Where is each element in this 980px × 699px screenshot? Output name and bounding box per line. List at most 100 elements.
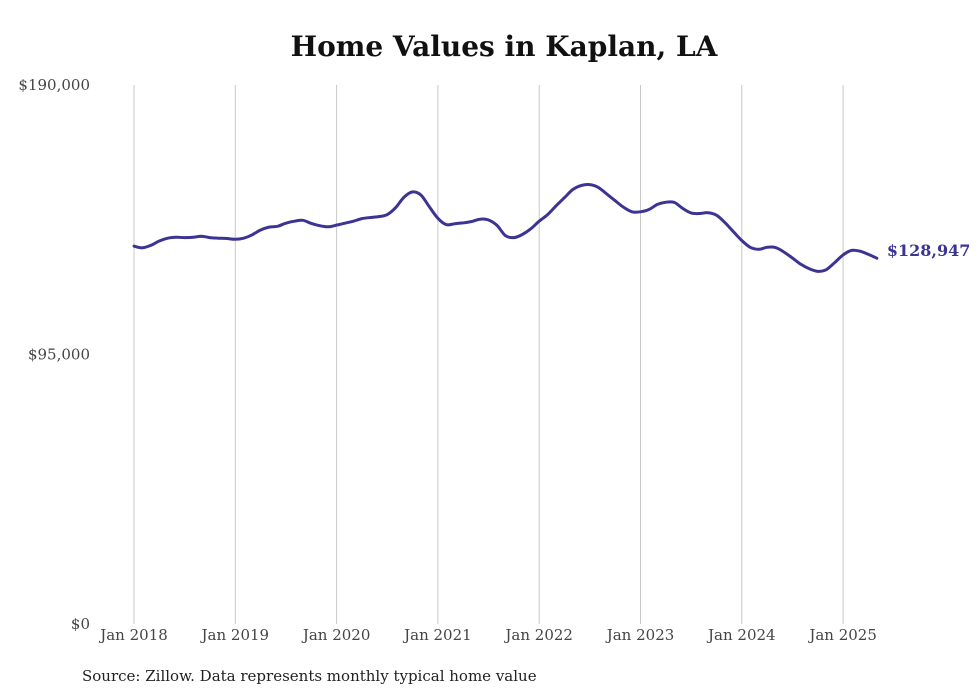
x-tick-label: Jan 2020: [301, 626, 371, 644]
home-value-line: [132, 182, 879, 273]
data-point: [698, 212, 701, 215]
data-point: [327, 225, 330, 228]
data-point: [141, 246, 144, 249]
data-point: [335, 224, 338, 227]
data-point: [563, 196, 566, 199]
x-tick-label: Jan 2023: [605, 626, 675, 644]
y-tick-label: $190,000: [18, 76, 90, 94]
data-point: [462, 221, 465, 224]
y-axis-ticks: $190,000 $95,000 $0: [18, 76, 90, 633]
data-point: [605, 192, 608, 195]
data-point: [301, 219, 304, 222]
data-point: [681, 207, 684, 210]
data-point: [673, 201, 676, 204]
data-point: [310, 222, 313, 225]
x-tick-label: Jan 2024: [706, 626, 776, 644]
data-point: [352, 220, 355, 223]
data-point: [369, 216, 372, 219]
data-point: [470, 220, 473, 223]
data-point: [344, 222, 347, 225]
data-point: [377, 215, 380, 218]
data-point: [656, 203, 659, 206]
chart-title: Home Values in Kaplan, LA: [290, 30, 718, 63]
data-point: [538, 220, 541, 223]
data-point: [766, 246, 769, 249]
x-tick-label: Jan 2019: [200, 626, 270, 644]
data-point: [251, 233, 254, 236]
data-point: [867, 253, 870, 256]
data-point: [487, 219, 490, 222]
data-point: [639, 210, 642, 213]
data-point: [588, 183, 591, 186]
data-point: [749, 246, 752, 249]
data-point: [293, 220, 296, 223]
data-point: [732, 230, 735, 233]
data-point: [386, 213, 389, 216]
data-point: [647, 208, 650, 211]
x-axis-ticks: Jan 2018 Jan 2019 Jan 2020 Jan 2021 Jan 2022…: [98, 626, 877, 644]
data-point: [774, 246, 777, 249]
y-tick-label: $0: [71, 615, 90, 633]
x-tick-label: Jan 2025: [807, 626, 877, 644]
data-point: [268, 226, 271, 229]
data-point: [166, 237, 169, 240]
data-point: [504, 234, 507, 237]
data-point: [631, 210, 634, 213]
data-point: [664, 201, 667, 204]
data-point: [318, 224, 321, 227]
data-point: [276, 225, 279, 228]
data-point: [521, 233, 524, 236]
series-layer: $128,947: [132, 182, 971, 273]
data-point: [799, 263, 802, 266]
data-point: [580, 184, 583, 187]
source-note: Source: Zillow. Data represents monthly …: [82, 667, 537, 685]
data-point: [284, 222, 287, 225]
data-point: [614, 199, 617, 202]
data-point: [200, 235, 203, 238]
data-point: [133, 245, 136, 248]
data-point: [875, 257, 878, 260]
grid-lines: [133, 85, 844, 624]
data-point: [496, 224, 499, 227]
data-point: [259, 229, 262, 232]
data-point: [149, 244, 152, 247]
data-point: [394, 206, 397, 209]
data-point: [707, 211, 710, 214]
data-point: [529, 227, 532, 230]
data-point: [859, 250, 862, 253]
data-point: [192, 236, 195, 239]
data-point: [242, 237, 245, 240]
data-point: [183, 236, 186, 239]
x-tick-label: Jan 2021: [402, 626, 472, 644]
data-point: [597, 186, 600, 189]
data-point: [479, 218, 482, 221]
data-point: [757, 248, 760, 251]
data-point: [842, 253, 845, 256]
data-point: [546, 213, 549, 216]
data-point: [158, 240, 161, 243]
data-point: [175, 236, 178, 239]
data-point: [833, 261, 836, 264]
x-tick-label: Jan 2022: [503, 626, 573, 644]
data-point: [217, 237, 220, 240]
data-point: [808, 267, 811, 270]
data-point: [555, 204, 558, 207]
data-point: [403, 196, 406, 199]
data-point: [512, 236, 515, 239]
data-point: [622, 206, 625, 209]
data-point: [436, 217, 439, 220]
data-point: [740, 239, 743, 242]
data-point: [715, 214, 718, 217]
end-value-label: $128,947: [887, 241, 971, 260]
data-point: [445, 223, 448, 226]
data-point: [420, 194, 423, 197]
data-point: [783, 251, 786, 254]
data-point: [209, 236, 212, 239]
data-point: [791, 257, 794, 260]
data-point: [428, 206, 431, 209]
x-tick-label: Jan 2018: [98, 626, 168, 644]
data-point: [690, 211, 693, 214]
data-point: [225, 237, 228, 240]
data-point: [360, 217, 363, 220]
